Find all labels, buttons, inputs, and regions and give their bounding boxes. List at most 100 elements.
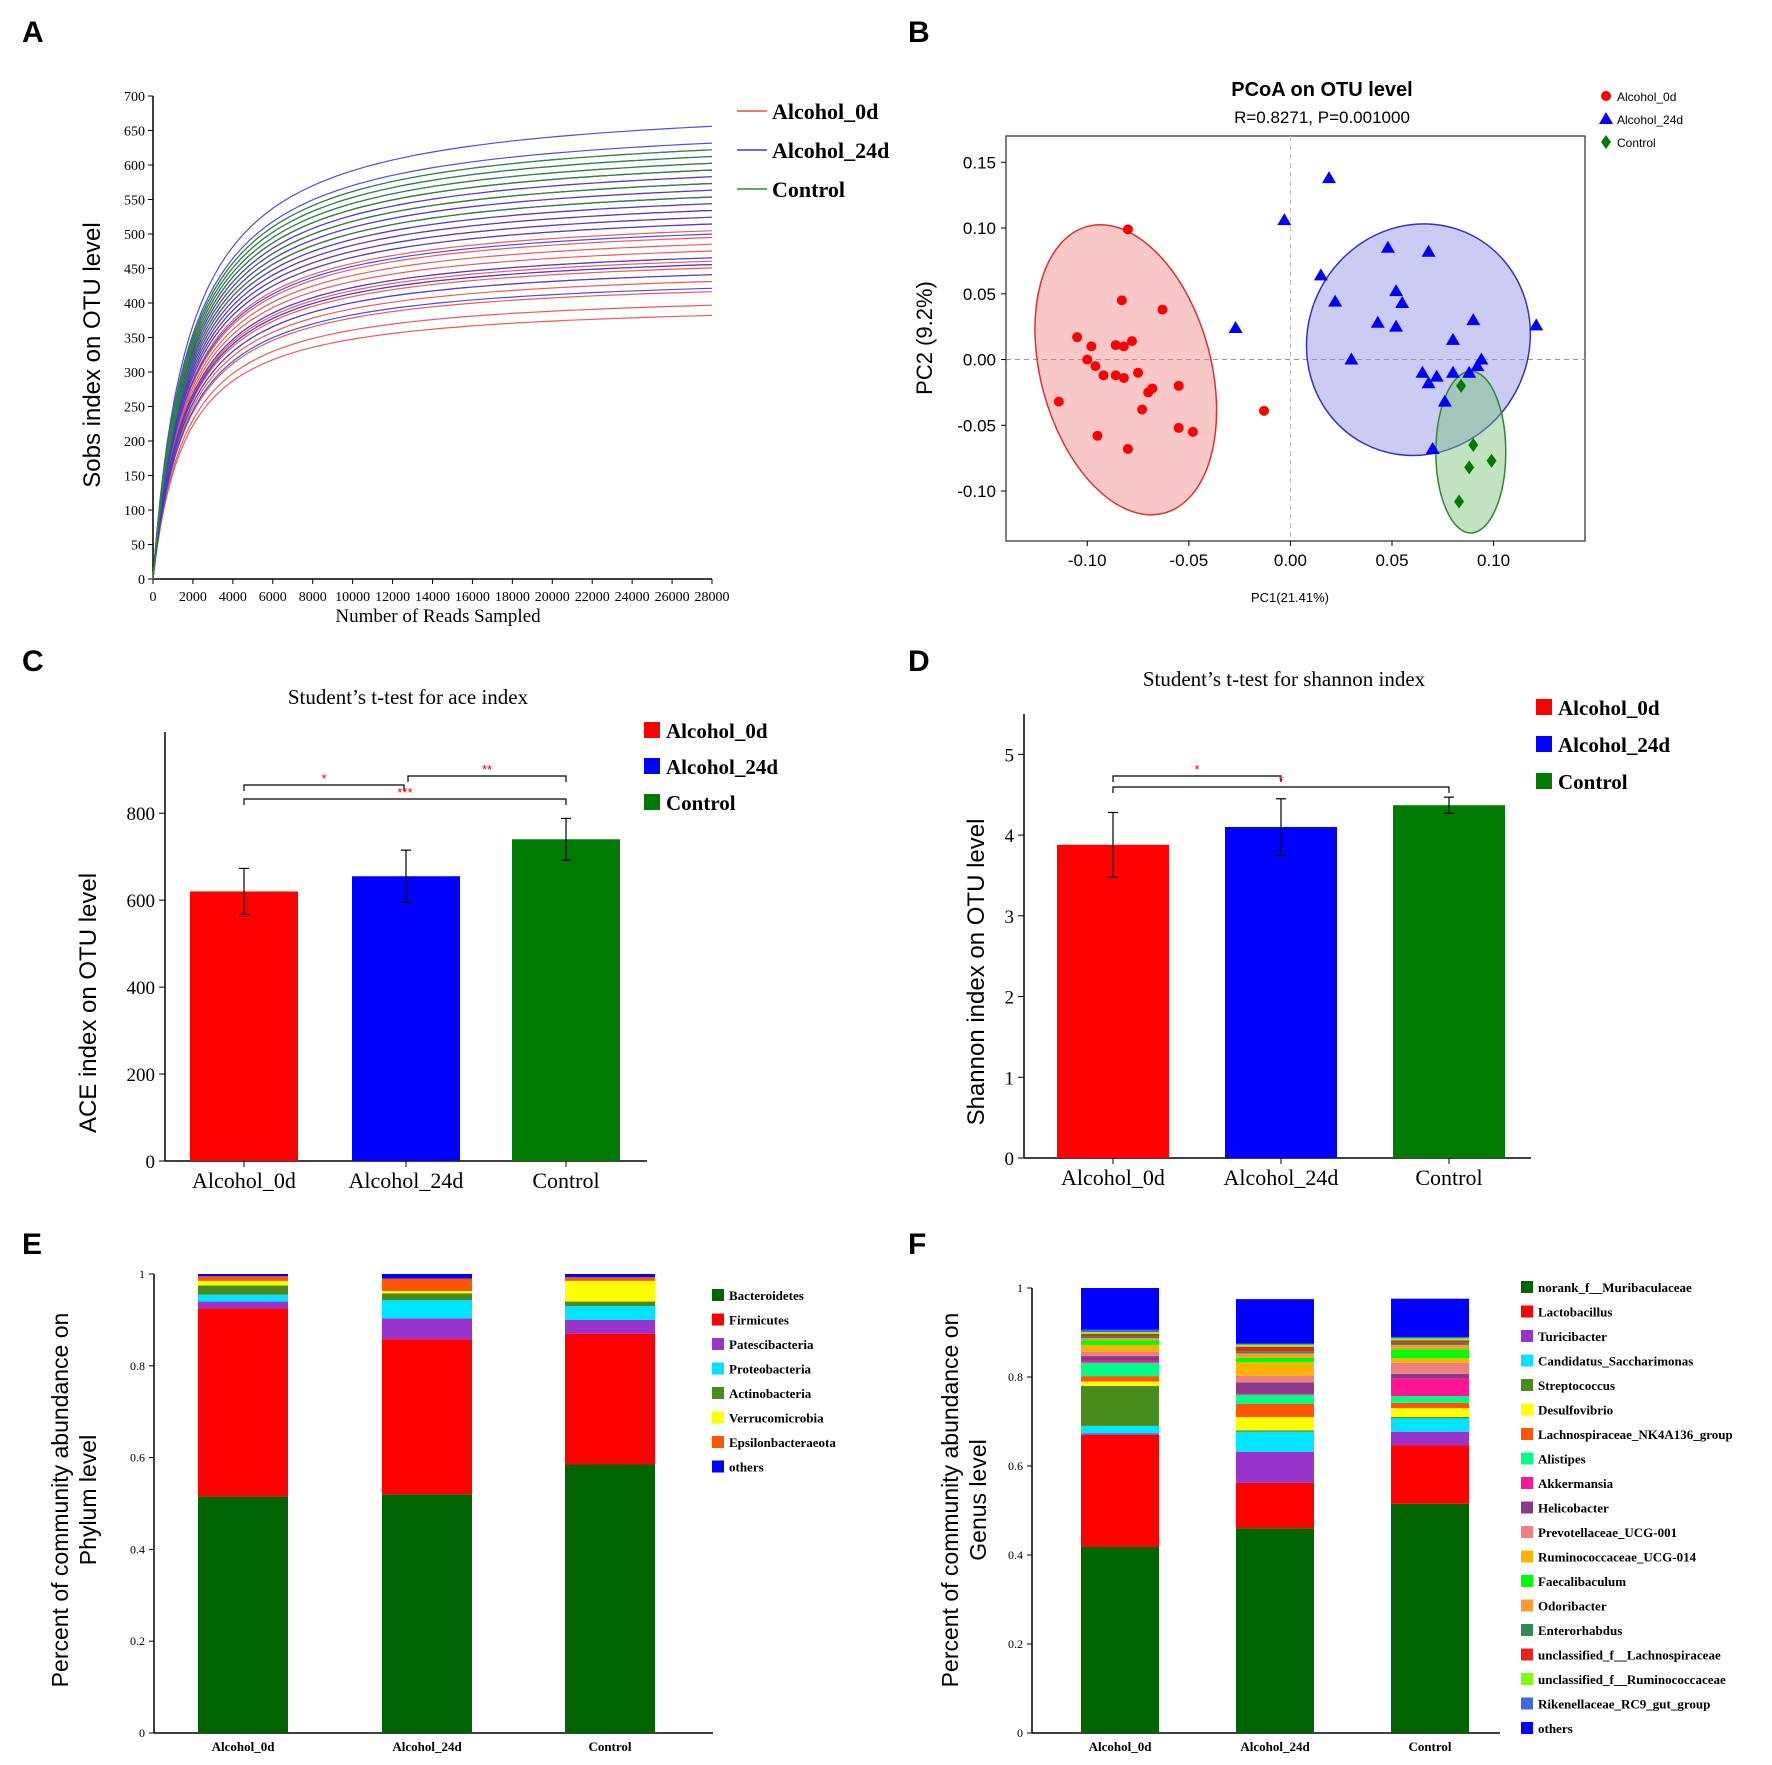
shannon-y-tick-label: 0 (1005, 1149, 1015, 1170)
rarefaction-x-tick-label: 8000 (299, 590, 327, 605)
ace-x-tick-label: Alcohol_24d (349, 1168, 464, 1193)
ace-bar-control (512, 839, 620, 1161)
genus-segment-desulfovibrio (1236, 1417, 1314, 1431)
pcoa-point-alcohol-24d (1466, 313, 1481, 326)
pcoa-point-alcohol-24d (1328, 294, 1343, 307)
phylum-segment-bacteroidetes (382, 1494, 472, 1733)
phylum-segment-firmicutes (565, 1333, 655, 1465)
genus-segment-odoribacter (1081, 1338, 1159, 1341)
genus-legend-swatch (1521, 1281, 1533, 1293)
rarefaction-y-tick-label: 200 (124, 435, 145, 450)
genus-segment-prevotellaceae-ucg-001 (1236, 1375, 1314, 1383)
rarefaction-chart: Sobs index on OTU level Number of Reads … (79, 90, 889, 627)
rarefaction-curve-alcohol_0d (152, 280, 713, 580)
ace-significance-label: ** (482, 762, 492, 777)
pcoa-point-alcohol-24d (1474, 352, 1489, 365)
pcoa-x-tick-label: -0.05 (1169, 551, 1208, 570)
genus-legend-swatch (1521, 1648, 1533, 1661)
pcoa-point-alcohol-24d (1370, 315, 1385, 328)
ace-y-tick-label: 800 (127, 804, 156, 825)
genus-segment-candidatus-saccharimonas (1081, 1425, 1159, 1434)
genus-legend-label: Streptococcus (1538, 1378, 1615, 1393)
rarefaction-curve-alcohol_0d (152, 274, 713, 580)
rarefaction-curve-alcohol_0d (152, 203, 713, 580)
genus-legend-swatch (1521, 1697, 1533, 1710)
shannon-legend-swatch (1536, 773, 1552, 789)
genus-legend-swatch (1521, 1428, 1533, 1440)
pcoa-point-alcohol-24d (1322, 171, 1337, 184)
shannon-legend-label: Alcohol_24d (1558, 733, 1670, 757)
genus-segment-ruminococcaceae-ucg-014 (1081, 1344, 1159, 1352)
pcoa-point-alcohol-24d (1389, 319, 1404, 332)
rarefaction-x-tick-label: 28000 (695, 590, 730, 605)
pcoa-point-alcohol-24d (1380, 240, 1395, 253)
ace-title: Student’s t-test for ace index (288, 685, 529, 709)
phylum-legend-swatch (712, 1387, 724, 1399)
phylum-segment-verrucomicrobia (565, 1280, 655, 1302)
pcoa-x-tick-label: 0.05 (1375, 551, 1408, 570)
genus-segment-norank-f-muribaculaceae (1391, 1503, 1469, 1733)
phylum-segment-bacteroidetes (565, 1464, 655, 1733)
phylum-ylabel-line: Percent of community abundance on (47, 1313, 73, 1688)
shannon-bar-alcohol_24d (1225, 827, 1337, 1158)
genus-segment-streptococcus (1236, 1430, 1314, 1432)
genus-segment-faecalibaculum (1391, 1349, 1469, 1359)
genus-legend-label: Turicibacter (1538, 1329, 1607, 1344)
shannon-x-tick-label: Alcohol_24d (1224, 1165, 1339, 1190)
genus-segment-helicobacter (1236, 1382, 1314, 1394)
genus-legend-swatch (1521, 1624, 1533, 1636)
pcoa-point-control (1468, 438, 1479, 453)
rarefaction-curve-alcohol_0d (152, 243, 713, 580)
genus-legend-label: unclassified_f__Ruminococcaceae (1538, 1672, 1726, 1687)
phylum-segment-others (382, 1274, 472, 1279)
shannon-y-tick-label: 4 (1005, 826, 1015, 847)
pcoa-point-control (1464, 460, 1475, 475)
rarefaction-curve-control (152, 182, 713, 580)
phylum-legend-label: Patescibacteria (729, 1337, 814, 1352)
phylum-legend-swatch (712, 1289, 724, 1301)
panel-label-d: D (908, 645, 930, 678)
pcoa-point-alcohol-0d (1053, 396, 1064, 407)
phylum-x-tick-label: Alcohol_0d (212, 1739, 276, 1754)
genus-segment-enterorhabdus (1081, 1336, 1159, 1339)
rarefaction-curve-alcohol_0d (152, 314, 713, 580)
phylum-legend-label: others (729, 1460, 764, 1475)
pcoa-point-control (1486, 453, 1497, 468)
ace-significance-bracket (407, 775, 567, 782)
rarefaction-curve-control (152, 196, 713, 580)
rarefaction-curve-alcohol_24d (152, 257, 713, 580)
genus-legend-label: Candidatus_Saccharimonas (1538, 1354, 1693, 1369)
genus-legend-swatch (1521, 1477, 1533, 1489)
pcoa-x-tick-label: 0.10 (1477, 551, 1510, 570)
pcoa-point-alcohol-0d (1187, 426, 1198, 437)
pcoa-ylabel: PC2 (9.2%) (912, 281, 937, 395)
rarefaction-curve-alcohol_0d (152, 267, 713, 580)
rarefaction-y-tick-label: 0 (138, 573, 145, 588)
genus-legend-label: norank_f__Muribaculaceae (1538, 1280, 1692, 1295)
rarefaction-curve-alcohol_24d (152, 233, 713, 580)
rarefaction-y-tick-label: 300 (124, 366, 145, 381)
pcoa-legend-label: Alcohol_0d (1617, 90, 1676, 104)
rarefaction-y-tick-label: 450 (124, 263, 145, 278)
phylum-segment-epsilonbacteraeota (565, 1277, 655, 1281)
pcoa-point-alcohol-24d (1389, 284, 1404, 297)
ace-bar-alcohol_24d (352, 876, 460, 1161)
rarefaction-curve-alcohol_24d (152, 287, 713, 580)
rarefaction-y-tick-label: 550 (124, 194, 145, 209)
ace-legend-label: Control (666, 791, 736, 815)
pcoa-point-alcohol-0d (1143, 387, 1154, 398)
genus-segment-helicobacter (1391, 1373, 1469, 1379)
genus-legend-label: Rikenellaceae_RC9_gut_group (1538, 1697, 1710, 1712)
genus-segment-akkermansia (1081, 1360, 1159, 1363)
pcoa-y-tick-label: -0.05 (957, 416, 996, 435)
panel-label-e: E (22, 1228, 42, 1261)
rarefaction-x-tick-label: 18000 (495, 590, 530, 605)
genus-segment-unclassified-f-lachnospiraceae (1236, 1346, 1314, 1352)
pcoa-point-alcohol-24d (1313, 268, 1328, 281)
genus-legend-label: Akkermansia (1538, 1476, 1614, 1491)
rarefaction-y-tick-label: 350 (124, 332, 145, 347)
genus-segment-rikenellaceae-rc9-gut-group (1391, 1336, 1469, 1339)
phylum-segment-verrucomicrobia (198, 1280, 288, 1286)
pcoa-point-alcohol-24d (1277, 213, 1292, 226)
genus-segment-unclassified-f-ruminococcaceae (1081, 1332, 1159, 1334)
